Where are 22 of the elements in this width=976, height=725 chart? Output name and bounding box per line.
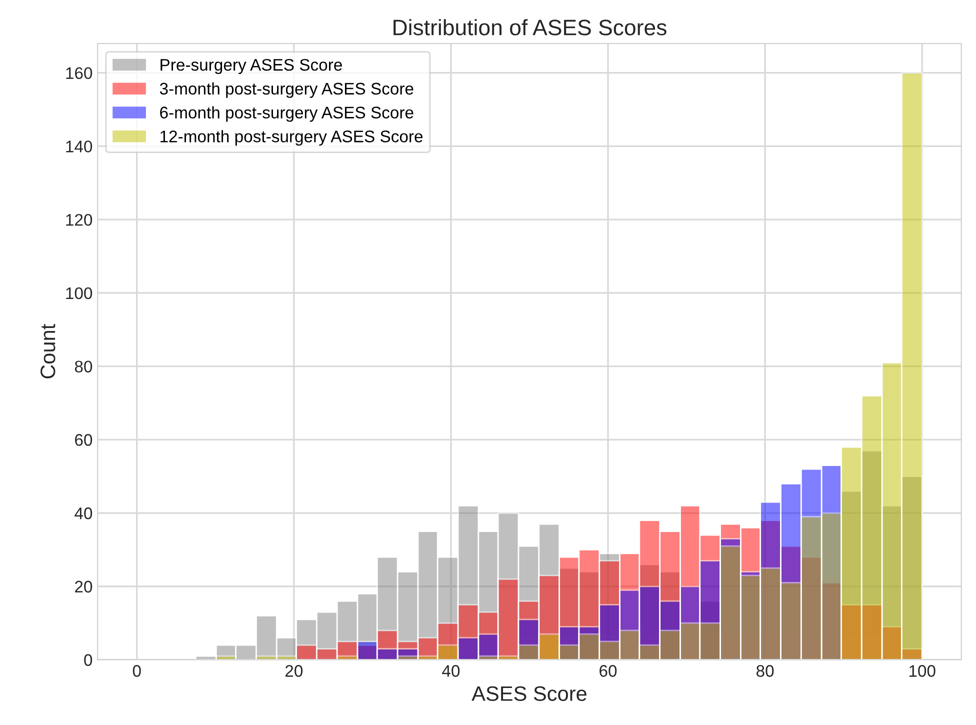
x-axis-title: ASES Score [472, 686, 586, 702]
x-tick-label: 20 [285, 665, 303, 677]
x-tick-label: 80 [756, 665, 774, 677]
legend-label: 12-month post-surgery ASES Score [160, 130, 423, 146]
y-tick-label: 0 [84, 654, 92, 666]
y-tick-label: 100 [66, 287, 92, 300]
y-axis-title: Count [40, 324, 56, 378]
legend-label: 6-month post-surgery ASES Score [160, 106, 414, 122]
y-tick-label: 160 [66, 67, 92, 80]
x-tick-label: 100 [909, 665, 936, 677]
x-tick-label: 60 [600, 665, 617, 677]
legend-label: Pre-surgery ASES Score [160, 58, 342, 74]
y-tick-label: 40 [74, 507, 92, 520]
x-tick-label: 0 [132, 665, 141, 677]
y-tick-label: 20 [75, 580, 92, 593]
y-tick-label: 60 [75, 434, 92, 446]
y-tick-label: 140 [66, 140, 92, 152]
legend-label: 3-month post-surgery ASES Score [160, 82, 414, 98]
y-tick-label: 80 [74, 360, 92, 372]
y-tick-label: 120 [66, 214, 92, 226]
chart-title: Distribution of ASES Scores [394, 19, 666, 36]
x-tick-label: 40 [442, 665, 460, 677]
